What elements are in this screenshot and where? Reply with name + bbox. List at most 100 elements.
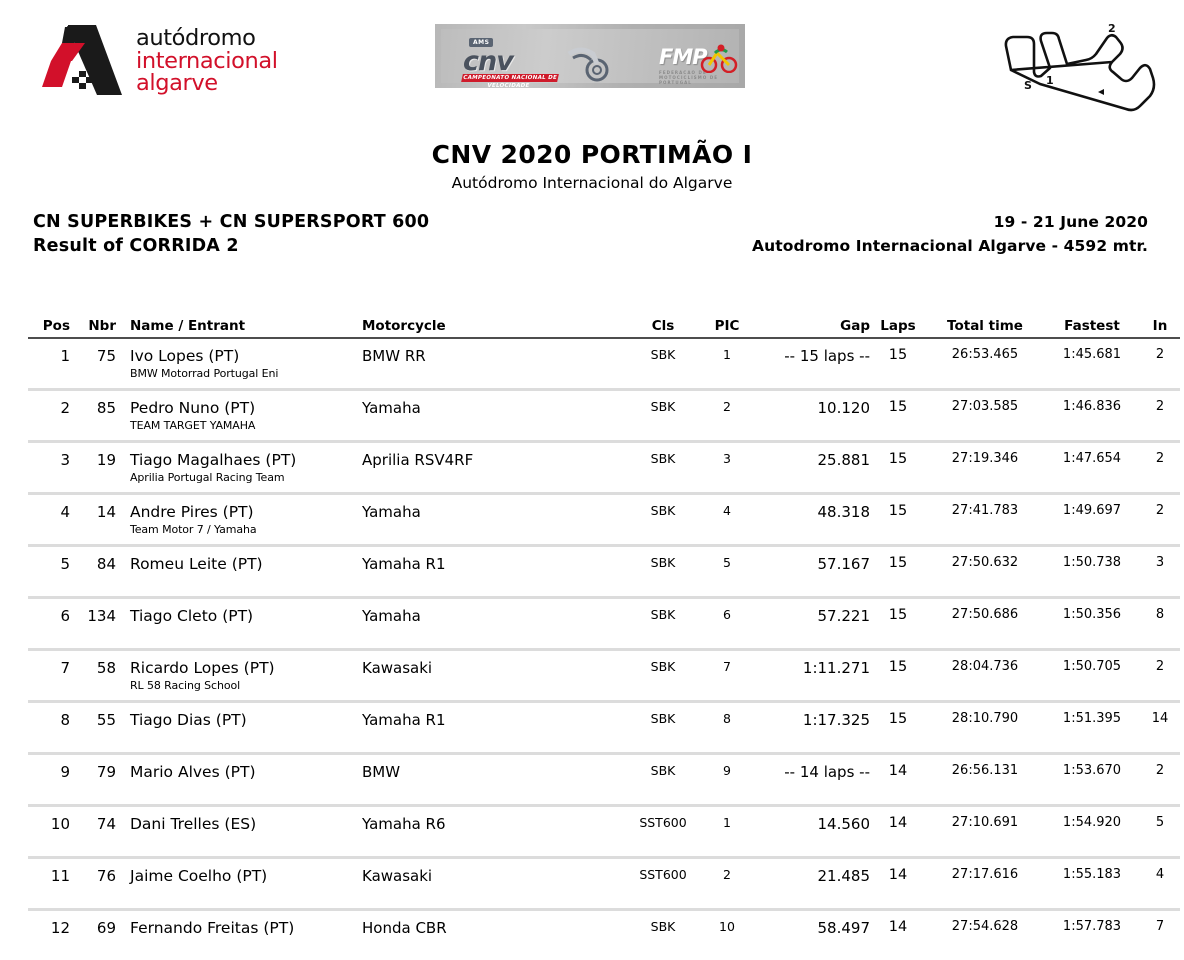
cell-nbr-value: 74 — [70, 807, 116, 833]
rider-name: Mario Alves (PT) — [130, 763, 358, 781]
circuit-map: S 1 2 — [980, 16, 1158, 114]
cell-cls: SST600 — [630, 806, 696, 858]
results-table-head: Pos Nbr Name / Entrant Motorcycle Cls PI… — [28, 318, 1180, 338]
cell-gap-value: 48.318 — [758, 495, 870, 521]
cell-motorcycle-value: Aprilia RSV4RF — [362, 443, 630, 469]
cell-pic-value: 1 — [696, 339, 758, 362]
cell-pos: 5 — [28, 546, 70, 598]
rider-entrant: Team Motor 7 / Yamaha — [130, 523, 358, 536]
cell-motorcycle-value: BMW — [362, 755, 630, 781]
cell-fastest-value: 1:54.920 — [1044, 807, 1140, 830]
cell-pos-value: 10 — [28, 807, 70, 833]
event-session: Result of CORRIDA 2 — [33, 234, 429, 258]
autodromo-a-mark-icon — [38, 21, 130, 101]
cell-nbr: 84 — [70, 546, 116, 598]
rider-name: Ricardo Lopes (PT) — [130, 659, 358, 677]
cell-name-entrant: Pedro Nuno (PT)TEAM TARGET YAMAHA — [116, 390, 358, 442]
cell-laps-value: 15 — [870, 339, 926, 363]
event-meta-right: 19 - 21 June 2020 Autodromo Internaciona… — [752, 210, 1148, 258]
results-table: Pos Nbr Name / Entrant Motorcycle Cls PI… — [28, 318, 1180, 960]
cell-pic: 5 — [696, 546, 758, 598]
cell-laps-value: 15 — [870, 443, 926, 467]
cell-pic: 7 — [696, 650, 758, 702]
cell-motorcycle-value: Yamaha R6 — [362, 807, 630, 833]
cell-cls: SBK — [630, 650, 696, 702]
cell-name-entrant: Jaime Coelho (PT) — [116, 858, 358, 910]
cell-gap-value: 1:17.325 — [758, 703, 870, 729]
cell-in: 5 — [1140, 806, 1180, 858]
cell-total-time-value: 27:17.616 — [926, 859, 1044, 882]
cell-name-entrant: Tiago Magalhaes (PT)Aprilia Portugal Rac… — [116, 442, 358, 494]
cell-in-value: 2 — [1140, 339, 1180, 362]
svg-text:S: S — [1024, 79, 1032, 92]
cell-total-time-value: 28:10.790 — [926, 703, 1044, 726]
cell-pos: 6 — [28, 598, 70, 650]
cell-pic-value: 1 — [696, 807, 758, 830]
cell-nbr: 55 — [70, 702, 116, 754]
cell-fastest-value: 1:51.395 — [1044, 703, 1140, 726]
sponsor-banner-inner: AMS cnv CAMPEONATO NACIONAL DE VELOCIDAD… — [441, 29, 739, 83]
cell-total-time-value: 27:10.691 — [926, 807, 1044, 830]
cell-total-time: 27:03.585 — [926, 390, 1044, 442]
rider-name: Romeu Leite (PT) — [130, 555, 358, 573]
col-header-name: Name / Entrant — [116, 318, 358, 338]
results-section: Pos Nbr Name / Entrant Motorcycle Cls PI… — [0, 318, 1184, 960]
cell-cls-value: SST600 — [630, 859, 696, 882]
cell-cls: SBK — [630, 390, 696, 442]
cell-cls: SST600 — [630, 858, 696, 910]
cell-cls-value: SST600 — [630, 807, 696, 830]
rider-name: Andre Pires (PT) — [130, 503, 358, 521]
rider-name: Tiago Dias (PT) — [130, 711, 358, 729]
cell-laps: 14 — [870, 858, 926, 910]
cell-name-entrant: Romeu Leite (PT) — [116, 546, 358, 598]
cell-motorcycle-value: Kawasaki — [362, 859, 630, 885]
cell-pic: 6 — [696, 598, 758, 650]
cell-motorcycle-value: Yamaha R1 — [362, 547, 630, 573]
cell-cls: SBK — [630, 494, 696, 546]
cell-in: 2 — [1140, 442, 1180, 494]
cell-gap-value: 10.120 — [758, 391, 870, 417]
rider-name: Jaime Coelho (PT) — [130, 867, 358, 885]
cell-laps-value: 15 — [870, 547, 926, 571]
cell-nbr-value: 14 — [70, 495, 116, 521]
cell-laps: 15 — [870, 702, 926, 754]
cell-nbr-value: 76 — [70, 859, 116, 885]
cell-cls-value: SBK — [630, 599, 696, 622]
cell-gap-value: 57.221 — [758, 599, 870, 625]
cell-fastest: 1:47.654 — [1044, 442, 1140, 494]
cell-pos-value: 1 — [28, 339, 70, 365]
cell-total-time: 27:17.616 — [926, 858, 1044, 910]
cell-fastest: 1:54.920 — [1044, 806, 1140, 858]
col-header-motorcycle: Motorcycle — [358, 318, 630, 338]
rider-entrant: TEAM TARGET YAMAHA — [130, 419, 358, 432]
cell-cls-value: SBK — [630, 911, 696, 934]
cell-nbr-value: 19 — [70, 443, 116, 469]
cell-total-time-value: 27:19.346 — [926, 443, 1044, 466]
cell-motorcycle-value: Honda CBR — [362, 911, 630, 937]
cell-in: 3 — [1140, 546, 1180, 598]
cell-motorcycle: Yamaha R6 — [358, 806, 630, 858]
cell-total-time: 27:50.632 — [926, 546, 1044, 598]
cell-nbr-value: 79 — [70, 755, 116, 781]
cell-fastest-value: 1:55.183 — [1044, 859, 1140, 882]
cell-in-value: 2 — [1140, 651, 1180, 674]
cell-total-time-value: 26:53.465 — [926, 339, 1044, 362]
cell-gap: 48.318 — [758, 494, 870, 546]
sponsor-banner: AMS cnv CAMPEONATO NACIONAL DE VELOCIDAD… — [435, 24, 745, 88]
cell-nbr-value: 134 — [70, 599, 116, 625]
cell-pic-value: 6 — [696, 599, 758, 622]
cell-pos: 12 — [28, 910, 70, 960]
cell-total-time-value: 27:41.783 — [926, 495, 1044, 518]
rider-entrant: RL 58 Racing School — [130, 679, 358, 692]
cell-in: 8 — [1140, 598, 1180, 650]
cell-cls-value: SBK — [630, 339, 696, 362]
cell-pic-value: 2 — [696, 859, 758, 882]
cell-cls: SBK — [630, 598, 696, 650]
col-header-in: In — [1140, 318, 1180, 338]
cell-in: 14 — [1140, 702, 1180, 754]
cell-motorcycle: Kawasaki — [358, 858, 630, 910]
